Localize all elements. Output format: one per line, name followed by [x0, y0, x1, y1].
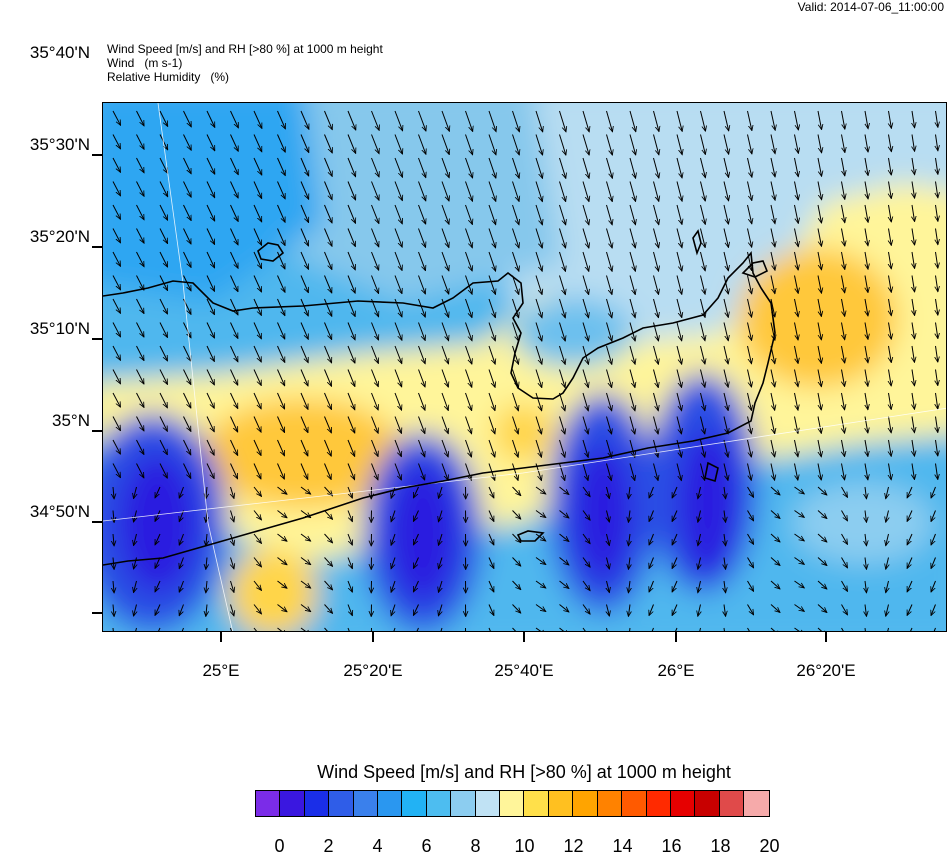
colorbar-swatch: [427, 791, 451, 816]
colorbar-swatch: [647, 791, 671, 816]
lon-tick: [675, 632, 677, 642]
colorbar-swatch: [524, 791, 548, 816]
colorbar-swatch: [720, 791, 744, 816]
colorbar-swatch: [451, 791, 475, 816]
colorbar: [255, 790, 770, 817]
colorbar-swatch: [671, 791, 695, 816]
colorbar-swatch: [329, 791, 353, 816]
lon-label-25-20: 25°20'E: [323, 661, 423, 681]
lat-label-35: 35°N: [0, 411, 90, 431]
lat-tick: [92, 521, 102, 523]
colorbar-swatch: [500, 791, 524, 816]
lat-label-34-50: 34°50'N: [0, 502, 90, 522]
lon-tick: [523, 632, 525, 642]
lon-tick: [825, 632, 827, 642]
map-canvas: [103, 103, 947, 632]
header-line-1: Wind Speed [m/s] and RH [>80 %] at 1000 …: [107, 42, 383, 56]
colorbar-title: Wind Speed [m/s] and RH [>80 %] at 1000 …: [200, 762, 848, 783]
lon-label-25: 25°E: [171, 661, 271, 681]
colorbar-swatch: [622, 791, 646, 816]
header-line-3: Relative Humidity (%): [107, 70, 383, 84]
header-line-2: Wind (m s-1): [107, 56, 383, 70]
colorbar-swatch: [744, 791, 768, 816]
lat-tick: [92, 430, 102, 432]
lat-label-35-20: 35°20'N: [0, 227, 90, 247]
lat-tick: [92, 612, 102, 614]
lon-label-26-20: 26°20'E: [776, 661, 876, 681]
colorbar-swatch: [402, 791, 426, 816]
lat-tick: [92, 246, 102, 248]
valid-time: Valid: 2014-07-06_11:00:00: [798, 0, 944, 14]
lon-tick: [220, 632, 222, 642]
lat-label-35-10: 35°10'N: [0, 319, 90, 339]
colorbar-swatch: [476, 791, 500, 816]
colorbar-swatch: [354, 791, 378, 816]
colorbar-swatch: [549, 791, 573, 816]
colorbar-swatch: [598, 791, 622, 816]
lat-label-35-40: 35°40'N: [0, 43, 90, 63]
lon-label-25-40: 25°40'E: [474, 661, 574, 681]
lat-label-35-30: 35°30'N: [0, 135, 90, 155]
lat-tick: [92, 338, 102, 340]
colorbar-swatch: [256, 791, 280, 816]
lon-label-26: 26°E: [626, 661, 726, 681]
colorbar-swatch: [378, 791, 402, 816]
colorbar-swatch: [305, 791, 329, 816]
plot-header: Wind Speed [m/s] and RH [>80 %] at 1000 …: [107, 42, 383, 84]
colorbar-swatch: [573, 791, 597, 816]
wind-field: [103, 103, 947, 632]
colorbar-swatch: [695, 791, 719, 816]
lon-tick: [372, 632, 374, 642]
colorbar-swatch: [280, 791, 304, 816]
lat-tick: [92, 154, 102, 156]
map-plot: [102, 102, 947, 632]
